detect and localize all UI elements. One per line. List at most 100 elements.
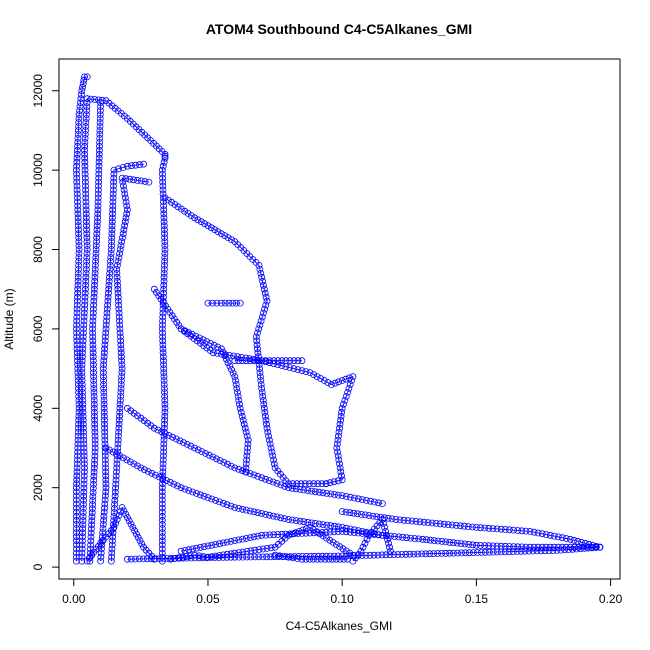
data-point (159, 186, 167, 194)
data-point (332, 555, 340, 563)
data-point (95, 154, 103, 162)
data-point (97, 557, 104, 565)
data-point (261, 289, 269, 297)
data-point (90, 396, 98, 404)
data-point (481, 524, 489, 532)
data-point (224, 359, 232, 367)
data-point (180, 439, 188, 447)
data-point (263, 297, 271, 305)
data-point (87, 537, 95, 545)
data-point (74, 448, 82, 456)
data-point (159, 460, 167, 468)
data-point (81, 174, 89, 182)
data-point (276, 552, 284, 560)
data-point (101, 436, 109, 444)
data-point (82, 190, 90, 198)
data-point (354, 529, 362, 537)
series-line (153, 288, 249, 472)
data-point (422, 550, 430, 558)
data-point (232, 377, 239, 384)
data-point (569, 545, 576, 553)
data-point (113, 273, 121, 281)
data-point (83, 103, 91, 110)
data-point (253, 337, 261, 345)
data-point (525, 547, 533, 555)
data-point (259, 553, 267, 561)
data-point (212, 552, 220, 560)
data-point (357, 511, 365, 518)
data-point (557, 546, 565, 554)
data-point (90, 381, 98, 388)
data-point (256, 369, 264, 377)
data-point (75, 111, 83, 118)
data-point (220, 458, 228, 466)
data-point (160, 265, 168, 273)
data-point (78, 373, 86, 381)
data-point (92, 250, 100, 257)
data-point (102, 325, 110, 333)
data-point (79, 345, 87, 353)
data-point (573, 545, 580, 553)
data-point (265, 511, 273, 519)
data-point (89, 353, 97, 361)
data-point (216, 552, 223, 559)
data-point (106, 265, 114, 273)
data-point (100, 408, 108, 416)
data-point (350, 529, 358, 536)
data-point (141, 178, 149, 185)
data-point (78, 361, 86, 369)
data-point (108, 226, 116, 234)
data-point (262, 358, 270, 366)
data-point (537, 547, 545, 555)
data-point (82, 119, 90, 126)
data-point (108, 549, 116, 557)
data-point (277, 481, 285, 489)
data-point (80, 484, 88, 492)
data-point (116, 317, 123, 325)
data-point (236, 299, 244, 307)
data-point (442, 549, 450, 557)
data-point (428, 519, 436, 527)
data-point (90, 377, 98, 384)
data-point (159, 357, 167, 365)
data-point (267, 444, 275, 452)
data-point (74, 293, 81, 301)
data-point (121, 222, 128, 230)
data-point (337, 412, 345, 420)
data-point (106, 269, 114, 277)
data-point (255, 546, 263, 553)
data-point (232, 381, 240, 388)
data-point (108, 222, 116, 230)
data-point (514, 543, 522, 551)
data-point (101, 496, 109, 504)
data-point (99, 365, 107, 373)
data-point (78, 545, 86, 553)
data-point (82, 194, 90, 202)
data-point (74, 273, 82, 281)
data-point (159, 456, 167, 464)
data-point (334, 523, 342, 531)
data-point (80, 480, 88, 488)
data-point (75, 127, 82, 134)
data-point (73, 313, 81, 321)
data-point (76, 107, 83, 114)
data-point (80, 76, 88, 84)
data-point (292, 517, 300, 524)
data-point (115, 309, 123, 317)
data-point (90, 365, 97, 373)
data-point (201, 220, 209, 228)
data-point (274, 531, 282, 538)
data-point (329, 555, 336, 563)
data-point (493, 525, 501, 533)
data-point (91, 265, 99, 273)
data-point (161, 154, 169, 162)
data-point (311, 488, 319, 496)
data-point (161, 416, 169, 424)
data-point (92, 246, 100, 253)
data-point (239, 535, 246, 543)
data-point (159, 162, 167, 170)
data-point (580, 545, 588, 552)
data-point (83, 111, 90, 118)
data-point (89, 501, 96, 509)
data-point (90, 285, 98, 293)
